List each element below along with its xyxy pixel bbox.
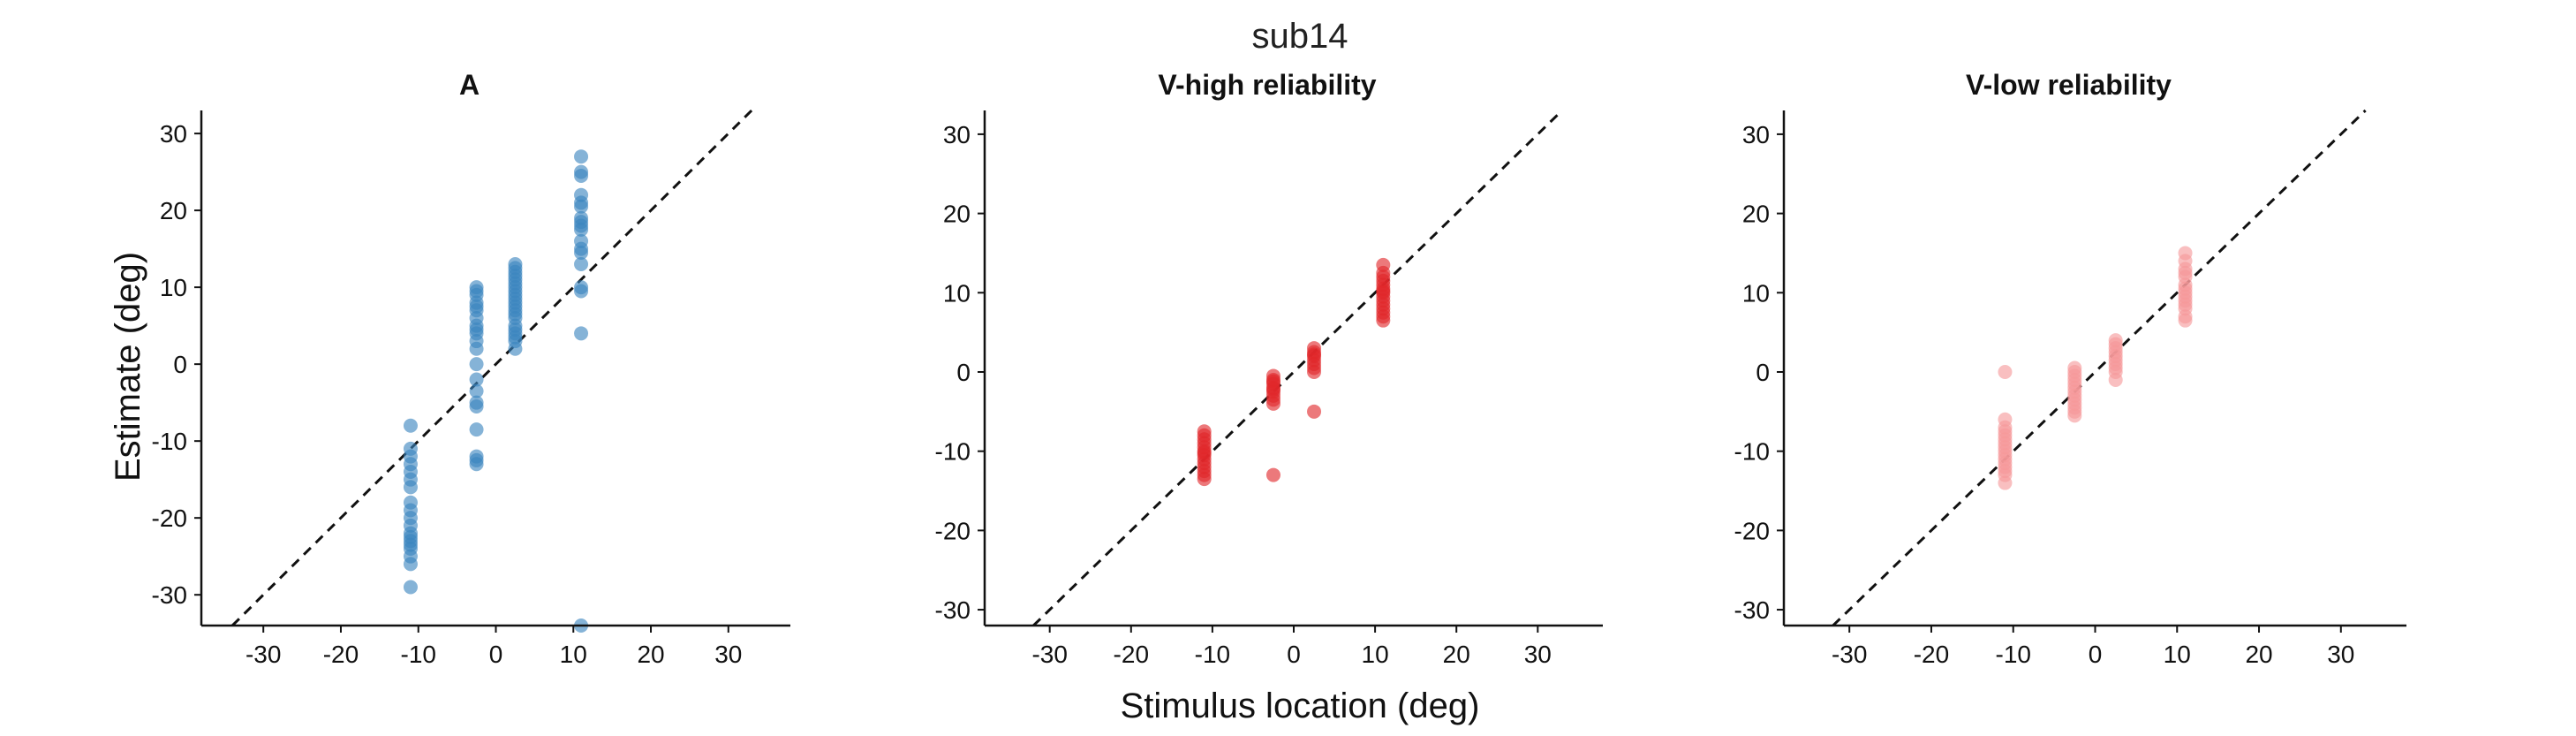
x-tick-label: 20 (2245, 641, 2272, 668)
y-tick-label: -20 (1734, 517, 1770, 544)
data-point (2067, 408, 2082, 423)
data-point (403, 441, 418, 456)
data-point (1998, 364, 2013, 379)
panel-title: A (459, 69, 480, 101)
data-point (403, 580, 418, 595)
x-tick-label: -10 (1195, 641, 1230, 668)
data-point (1376, 313, 1391, 328)
y-tick-label: 10 (943, 279, 971, 307)
panel-v-low-reliability: V-low reliability -30 -20 -10 0 10 20 30 -30 -20 -… (1734, 69, 2406, 668)
x-tick-label: 10 (1362, 641, 1389, 668)
y-tick-label: 20 (160, 197, 187, 224)
y-tick-label: 0 (173, 351, 187, 378)
data-point (403, 557, 418, 572)
x-tick-label: -20 (1114, 641, 1149, 668)
data-point (1307, 404, 1322, 419)
data-point (469, 322, 484, 337)
data-point (469, 357, 484, 372)
x-tick-label: -10 (1996, 641, 2031, 668)
data-point (403, 480, 418, 495)
y-tick-label: -30 (1734, 596, 1770, 624)
y-tick-label: 10 (1742, 279, 1770, 307)
data-point (508, 299, 523, 314)
x-tick-label: -10 (401, 641, 436, 668)
x-tick-label: -20 (1914, 641, 1949, 668)
identity-line (1832, 109, 2367, 626)
data-point (574, 284, 589, 299)
data-point (574, 326, 589, 341)
x-tick-label: 30 (1524, 641, 1552, 668)
data-point (2108, 372, 2123, 387)
data-point (469, 341, 484, 356)
x-tick-label: 10 (2164, 641, 2191, 668)
y-tick-label: -30 (935, 596, 971, 624)
panel-a: A -30 -20 -10 0 10 20 30 -30 -20 -10 0 10 20 30 (152, 69, 790, 668)
figure-suptitle: sub14 (1252, 17, 1348, 56)
x-tick-label: -30 (246, 641, 281, 668)
panel-v-high-reliability: V-high reliability -30 -20 -10 0 10 20 30 -30 -20… (935, 69, 1603, 668)
data-point (508, 261, 523, 276)
y-tick-label: -10 (152, 428, 187, 455)
y-tick-label: 0 (1756, 359, 1770, 386)
identity-line (231, 109, 753, 626)
data-point (1197, 472, 1212, 487)
y-tick-label: 10 (160, 274, 187, 301)
data-point (1265, 396, 1280, 411)
y-tick-label: 0 (956, 359, 971, 386)
data-point (469, 299, 484, 314)
x-tick-label: 30 (2327, 641, 2354, 668)
x-tick-label: -20 (323, 641, 359, 668)
y-tick-label: 30 (1742, 121, 1770, 148)
data-point (508, 341, 523, 356)
x-tick-label: -30 (1832, 641, 1867, 668)
y-tick-label: -20 (935, 517, 971, 544)
data-point (469, 399, 484, 414)
data-point (1307, 347, 1322, 362)
x-tick-label: -30 (1031, 641, 1067, 668)
data-point (469, 383, 484, 398)
y-tick-label: 20 (943, 201, 971, 228)
data-point (2178, 313, 2193, 328)
data-point (1998, 424, 2013, 439)
data-point (1376, 273, 1391, 288)
data-point (574, 245, 589, 260)
x-axis-label: Stimulus location (deg) (1121, 687, 1480, 725)
x-tick-label: 10 (560, 641, 587, 668)
x-tick-label: 20 (1443, 641, 1470, 668)
x-tick-label: 0 (489, 641, 503, 668)
panel-title: V-low reliability (1966, 69, 2172, 101)
y-tick-label: 20 (1742, 201, 1770, 228)
data-point (1265, 467, 1280, 482)
x-tick-label: 20 (637, 641, 664, 668)
data-point (1265, 382, 1280, 397)
x-tick-label: 30 (714, 641, 742, 668)
data-point (1998, 475, 2013, 490)
y-tick-label: 30 (943, 121, 971, 148)
y-tick-label: -10 (1734, 438, 1770, 466)
x-tick-label: 0 (1287, 641, 1301, 668)
data-point (1197, 445, 1212, 460)
data-point (574, 149, 589, 164)
data-point (469, 457, 484, 472)
identity-line (1032, 109, 1563, 626)
data-point (574, 257, 589, 272)
data-point (574, 233, 589, 248)
y-tick-label: -20 (152, 505, 187, 532)
data-point (574, 195, 589, 210)
panel-title: V-high reliability (1158, 69, 1376, 101)
x-tick-label: 0 (2089, 641, 2103, 668)
data-point (469, 372, 484, 387)
data-point (1307, 364, 1322, 379)
y-axis-label: Estimate (deg) (109, 252, 147, 482)
data-point (1376, 284, 1391, 299)
data-point (403, 418, 418, 433)
y-tick-label: -30 (152, 581, 187, 609)
data-point (574, 168, 589, 183)
y-tick-label: -10 (935, 438, 971, 466)
data-point (469, 422, 484, 437)
y-tick-label: 30 (160, 120, 187, 148)
data-point (574, 222, 589, 237)
